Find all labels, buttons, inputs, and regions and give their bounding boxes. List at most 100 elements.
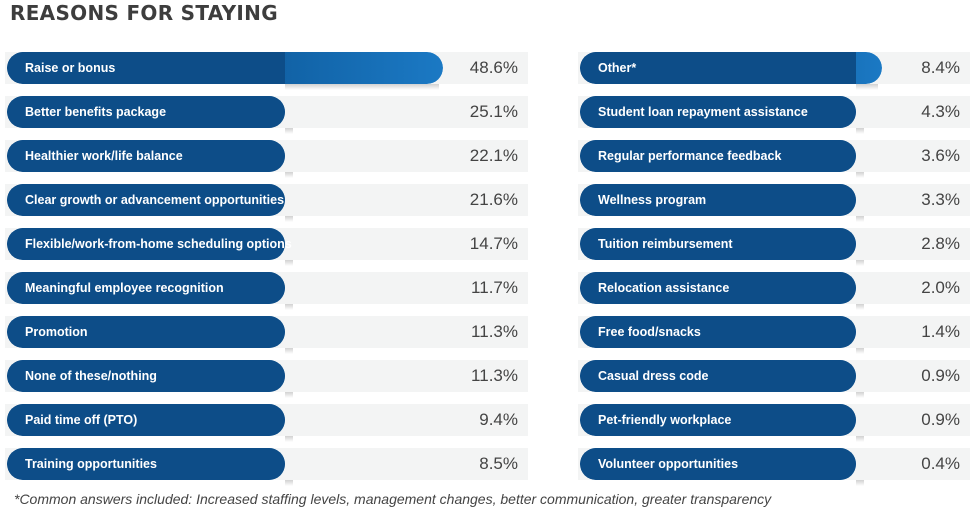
bar — [7, 360, 285, 392]
bar — [7, 272, 285, 304]
bar-row: Tuition reimbursement 2.8% — [578, 226, 970, 266]
bar — [580, 96, 856, 128]
bar-label-plate — [7, 228, 285, 260]
bar — [7, 404, 285, 436]
bar-label-plate — [580, 272, 856, 304]
bar-value-label: 4.3% — [921, 102, 960, 121]
bar-row: Meaningful employee recognition 11.7% — [5, 270, 528, 310]
bar-label: Tuition reimbursement — [598, 237, 733, 251]
bar-label: Wellness program — [598, 193, 707, 207]
bar-label: Meaningful employee recognition — [25, 281, 224, 295]
bar-shadow — [856, 260, 864, 266]
bar-value-label: 2.0% — [921, 278, 960, 297]
bar-row: Healthier work/life balance 22.1% — [5, 138, 528, 178]
bar-value-label: 8.5% — [479, 454, 518, 473]
bar-label: Better benefits package — [25, 105, 167, 119]
chart-title: REASONS FOR STAYING — [10, 1, 278, 25]
bar — [7, 96, 285, 128]
bar-shadow — [856, 348, 864, 354]
bar-value-label: 0.9% — [921, 366, 960, 385]
bar-shadow — [285, 304, 293, 310]
left-column: Raise or bonus 48.6% Better benefits packa… — [5, 50, 528, 490]
bar-row: Flexible/work-from-home scheduling optio… — [5, 226, 528, 266]
bar-shadow — [285, 84, 439, 90]
bar-row: Student loan repayment assistance 4.3% — [578, 94, 970, 134]
bar-label: Healthier work/life balance — [25, 149, 183, 163]
bar-value-label: 22.1% — [469, 146, 518, 165]
bar-value-label: 2.8% — [921, 234, 960, 253]
bar-row: Casual dress code 0.9% — [578, 358, 970, 398]
bar-value-label: 3.6% — [921, 146, 960, 165]
bar-shadow — [856, 304, 864, 310]
bar — [580, 316, 856, 348]
bar-row: Relocation assistance 2.0% — [578, 270, 970, 310]
bar-label: Other* — [598, 61, 637, 75]
bar-shadow — [856, 128, 864, 134]
bar — [7, 448, 285, 480]
bar — [580, 228, 856, 260]
bar-label: Paid time off (PTO) — [25, 413, 138, 427]
bar-shadow — [856, 172, 864, 178]
bar-label: Promotion — [25, 325, 88, 339]
bar-row: Raise or bonus 48.6% — [5, 50, 528, 90]
bar — [580, 184, 856, 216]
bar-label-plate — [7, 52, 285, 84]
bar-row: Better benefits package 25.1% — [5, 94, 528, 134]
bar — [580, 52, 882, 84]
bar-row: Pet-friendly workplace 0.9% — [578, 402, 970, 442]
right-column: Other* 8.4% Student loan repayment assista… — [578, 50, 970, 490]
bar-value-label: 8.4% — [921, 58, 960, 77]
bar-label: None of these/nothing — [25, 369, 157, 383]
bar-label: Flexible/work-from-home scheduling optio… — [25, 237, 292, 251]
bar-label-plate — [7, 316, 285, 348]
bar-value-label: 1.4% — [921, 322, 960, 341]
bar-shadow — [285, 216, 293, 222]
bar-label-plate — [7, 96, 285, 128]
bar-row: None of these/nothing 11.3% — [5, 358, 528, 398]
bar-label-plate — [580, 96, 856, 128]
bar-label-plate — [580, 404, 856, 436]
bar-label-plate — [7, 404, 285, 436]
bar — [580, 360, 856, 392]
bar-shadow — [285, 172, 293, 178]
bar-value-label: 11.3% — [471, 366, 518, 385]
bar — [7, 228, 285, 260]
footnote: *Common answers included: Increased staf… — [14, 491, 772, 507]
bar-value-label: 21.6% — [469, 190, 518, 209]
bar-row: Wellness program 3.3% — [578, 182, 970, 222]
bar-value-label: 3.3% — [921, 190, 960, 209]
bar-row: Training opportunities 8.5% — [5, 446, 528, 486]
bar-shadow — [285, 436, 293, 442]
bar-label: Relocation assistance — [598, 281, 730, 295]
bar-shadow — [285, 260, 293, 266]
bar-label-plate — [7, 448, 285, 480]
bar-label-plate — [580, 316, 856, 348]
bar-label-plate — [7, 184, 285, 216]
bar-shadow — [856, 480, 864, 486]
bar-label-plate — [580, 184, 856, 216]
bar-shadow — [285, 392, 293, 398]
bar-row: Promotion 11.3% — [5, 314, 528, 354]
bar-label: Pet-friendly workplace — [598, 413, 732, 427]
bar-label: Regular performance feedback — [598, 149, 782, 163]
bar-label-plate — [580, 52, 856, 84]
bar-label-plate — [580, 448, 856, 480]
bar-label: Raise or bonus — [25, 61, 116, 75]
bar-shadow — [285, 348, 293, 354]
bar-shadow — [856, 392, 864, 398]
bar-shadow — [856, 84, 878, 90]
bar — [7, 184, 285, 216]
bar — [580, 272, 856, 304]
bar-label-plate — [580, 228, 856, 260]
bar-value-label: 14.7% — [469, 234, 518, 253]
bar-value-label: 11.3% — [471, 322, 518, 341]
bar — [7, 140, 285, 172]
bar-value-label: 0.4% — [921, 454, 960, 473]
bar-value-label: 25.1% — [469, 102, 518, 121]
bar-label-plate — [580, 360, 856, 392]
bar-label-plate — [580, 140, 856, 172]
bar — [580, 404, 856, 436]
bar-label: Training opportunities — [25, 457, 157, 471]
bar-shadow — [285, 128, 293, 134]
bar-label-plate — [7, 360, 285, 392]
